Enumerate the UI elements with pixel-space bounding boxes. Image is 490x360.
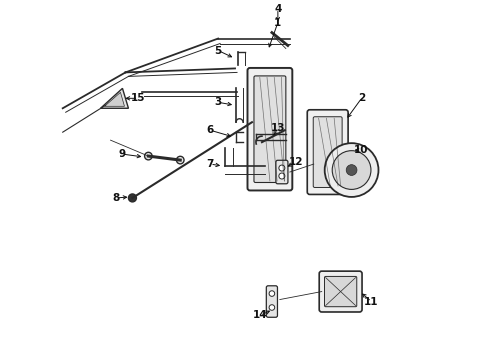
- Text: 13: 13: [270, 123, 285, 133]
- Text: 6: 6: [206, 125, 214, 135]
- FancyBboxPatch shape: [247, 68, 293, 190]
- Circle shape: [279, 173, 285, 179]
- FancyBboxPatch shape: [313, 117, 342, 188]
- Text: 8: 8: [112, 193, 119, 203]
- Text: 12: 12: [289, 157, 303, 167]
- Text: 1: 1: [274, 18, 281, 28]
- Text: 11: 11: [364, 297, 379, 306]
- FancyBboxPatch shape: [254, 76, 286, 183]
- Circle shape: [346, 165, 357, 175]
- FancyBboxPatch shape: [307, 110, 348, 194]
- Circle shape: [269, 305, 275, 310]
- Text: 10: 10: [354, 145, 369, 155]
- FancyBboxPatch shape: [276, 160, 288, 184]
- Text: 2: 2: [358, 93, 365, 103]
- Circle shape: [269, 291, 275, 296]
- Text: 14: 14: [253, 310, 267, 320]
- Circle shape: [128, 194, 136, 202]
- Text: 3: 3: [215, 97, 222, 107]
- FancyBboxPatch shape: [319, 271, 362, 312]
- Circle shape: [325, 143, 378, 197]
- Polygon shape: [100, 88, 128, 108]
- FancyBboxPatch shape: [324, 276, 357, 307]
- Text: 4: 4: [274, 4, 282, 14]
- Text: 5: 5: [215, 45, 222, 55]
- Circle shape: [332, 151, 371, 189]
- FancyBboxPatch shape: [267, 286, 277, 317]
- Circle shape: [145, 152, 152, 160]
- Text: 15: 15: [131, 93, 146, 103]
- Text: 9: 9: [119, 149, 126, 159]
- Polygon shape: [104, 92, 124, 106]
- Circle shape: [279, 165, 285, 171]
- Text: 7: 7: [206, 159, 214, 169]
- Circle shape: [176, 156, 184, 164]
